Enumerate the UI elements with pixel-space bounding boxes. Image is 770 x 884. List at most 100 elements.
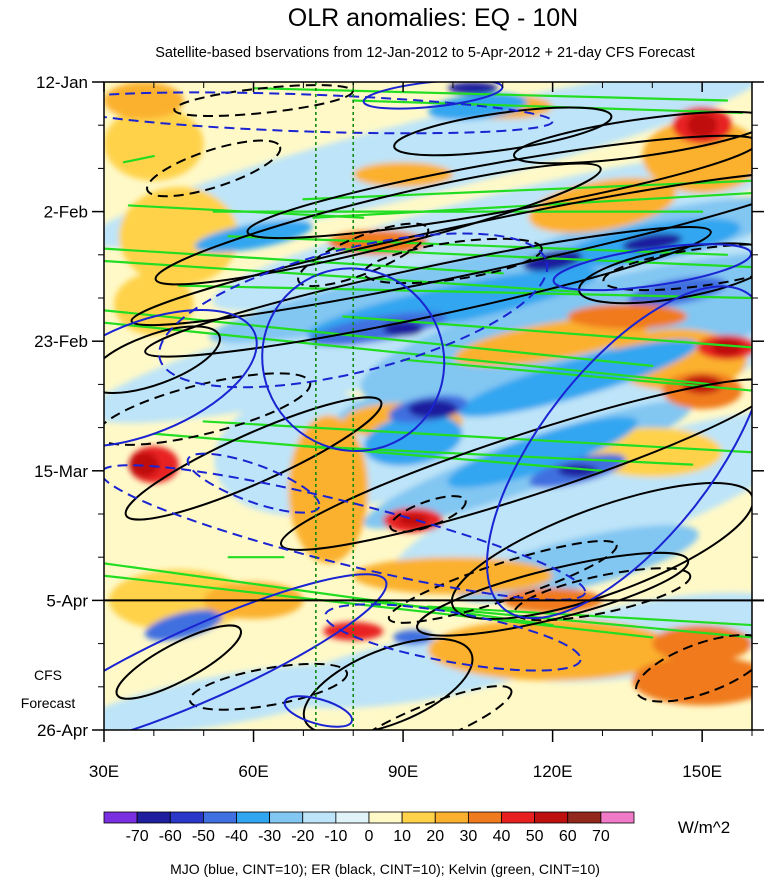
kelvin-contour <box>302 179 752 201</box>
er-negative-contour <box>363 237 543 285</box>
x-axis: 30E 60E 90E 120E 150E <box>89 82 753 781</box>
olr-anomaly-cell <box>113 273 194 336</box>
kelvin-contour <box>104 259 579 293</box>
er-positive-contour <box>124 396 383 521</box>
kelvin-contour <box>104 321 714 386</box>
olr-anomaly-cell <box>447 416 638 488</box>
olr-anomaly-cell <box>128 452 159 477</box>
y-tick-label: 12-Jan <box>36 73 88 92</box>
colorbar-swatch <box>368 811 403 824</box>
x-tick-label: 90E <box>388 762 418 781</box>
forecast-label-cfs: CFS <box>34 667 62 683</box>
kelvin-contour <box>104 309 654 367</box>
mjo-positive-contour <box>283 695 354 728</box>
forecast-label-forecast: Forecast <box>21 695 76 711</box>
colorbar-swatch <box>236 811 271 824</box>
er-positive-contour <box>144 226 712 358</box>
kelvin-contour <box>312 191 752 219</box>
chart-caption: MJO (blue, CINT=10); ER (black, CINT=10)… <box>170 861 600 877</box>
kelvin-contour <box>352 99 744 114</box>
er-negative-contour <box>146 139 282 198</box>
olr-anomaly-cell <box>323 622 384 641</box>
x-tick-label: 120E <box>533 762 573 781</box>
colorbar-label: 40 <box>493 828 511 845</box>
colorbar-swatch <box>202 811 237 824</box>
olr-anomaly-cell <box>687 112 718 138</box>
olr-anomaly-cell <box>642 119 752 194</box>
kelvin-contour <box>122 154 155 164</box>
olr-anomaly-cell <box>632 655 752 706</box>
er-negative-contour <box>343 685 513 730</box>
y-tick-label: 23-Feb <box>34 332 88 351</box>
colorbar-swatch <box>567 811 602 824</box>
er-positive-contour <box>450 482 752 621</box>
olr-anomaly-cell <box>353 557 553 595</box>
y-axis: 12-Jan 2-Feb 23-Feb 15-Mar 5-Apr 26-Apr <box>34 73 764 740</box>
colorbar-swatch <box>103 811 138 824</box>
colorbar-label: -70 <box>126 828 149 845</box>
colorbar-label: 10 <box>393 828 411 845</box>
olr-anomaly-cell <box>104 82 184 120</box>
x-tick-label: 60E <box>238 762 268 781</box>
colorbar-swatch <box>534 811 569 824</box>
er-positive-contour <box>154 162 602 286</box>
colorbar-swatch <box>501 811 536 824</box>
er-negative-contour <box>389 495 467 533</box>
colorbar-label: 60 <box>559 828 577 845</box>
er-positive-contour <box>279 378 752 551</box>
olr-anomaly-cell <box>408 399 458 419</box>
kelvin-contour <box>104 247 504 275</box>
olr-anomaly-cell <box>393 630 433 645</box>
er-positive-contour <box>104 325 221 394</box>
kelvin-contour <box>426 605 752 627</box>
er-positive-contour <box>130 171 752 327</box>
mjo-positive-contour <box>486 285 752 620</box>
er-positive-contour <box>577 242 752 305</box>
olr-anomaly-cell <box>454 316 651 367</box>
olr-anomaly-cell <box>353 162 453 187</box>
olr-anomaly-cell <box>427 618 678 681</box>
olr-anomaly-cell <box>628 276 727 307</box>
plot-area <box>103 81 764 731</box>
kelvin-contour <box>227 235 729 256</box>
colorbar-label: 70 <box>592 828 610 845</box>
kelvin-contour <box>152 432 604 472</box>
olr-anomaly-cell <box>144 609 223 641</box>
kelvin-contour <box>252 87 729 102</box>
er-negative-contour <box>188 662 349 711</box>
er-negative-contour <box>602 243 752 292</box>
er-positive-contour <box>246 134 752 240</box>
olr-anomaly-cell <box>288 415 369 564</box>
olr-anomaly-cell <box>447 82 498 95</box>
colorbar-swatch <box>302 811 337 824</box>
colorbar-swatch <box>335 811 370 824</box>
kelvin-contour <box>327 247 752 269</box>
colorbar-swatch <box>401 811 436 824</box>
mjo-positive-contour <box>261 267 446 453</box>
kelvin-contour <box>104 562 554 627</box>
mjo-negative-contour <box>104 464 587 601</box>
er-positive-contour <box>393 106 613 157</box>
colorbar-units: W/m^2 <box>678 818 730 837</box>
colorbar-label: -60 <box>159 828 182 845</box>
er-positive-contour <box>512 110 752 165</box>
olr-anomaly-cell <box>118 186 239 286</box>
colorbar-label: -20 <box>291 828 314 845</box>
y-tick-label: 26-Apr <box>37 721 88 740</box>
mjo-positive-contour <box>552 243 752 292</box>
colorbar-swatch <box>169 811 204 824</box>
reference-lines <box>315 82 355 730</box>
colorbar-swatch <box>600 811 635 824</box>
colorbar-label: -10 <box>324 828 347 845</box>
mjo-negative-contour <box>104 91 554 135</box>
er-positive-contour <box>416 551 690 637</box>
olr-anomaly-cell <box>104 663 376 730</box>
olr-anomaly-cell <box>567 304 688 329</box>
olr-anomaly-cell <box>712 338 743 357</box>
chart-subtitle: Satellite-based bservations from 12-Jan-… <box>155 45 695 61</box>
colorbar-label: 30 <box>459 828 477 845</box>
mjo-positive-contour <box>104 308 258 448</box>
colorbar: -70 -60 -50 -40 -30 -20 -10 0 10 20 30 40 50 60 70 <box>103 811 635 845</box>
mjo-positive-contour <box>104 573 388 730</box>
